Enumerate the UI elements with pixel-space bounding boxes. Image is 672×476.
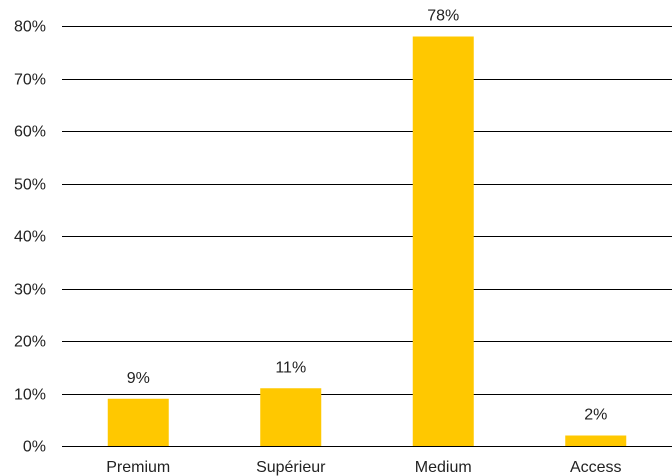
bar-premium <box>107 398 169 446</box>
data-label-medium: 78% <box>427 8 459 25</box>
y-tick-label: 10% <box>14 387 46 404</box>
y-tick-label: 50% <box>14 177 46 194</box>
bar-medium <box>412 36 474 446</box>
bar-supérieur <box>260 388 322 446</box>
category-label-premium: Premium <box>106 459 170 476</box>
category-label-access: Access <box>570 459 622 476</box>
y-tick-label: 80% <box>14 19 46 36</box>
data-label-access: 2% <box>584 407 607 424</box>
data-label-supérieur: 11% <box>275 359 306 376</box>
bar-access <box>565 435 627 446</box>
bars <box>107 36 627 446</box>
gridlines <box>62 26 672 447</box>
data-label-premium: 9% <box>127 370 150 387</box>
y-tick-label: 20% <box>14 334 46 351</box>
data-labels: 9% 11% 78% 2% <box>127 8 608 424</box>
y-tick-label: 70% <box>14 72 46 89</box>
category-label-supérieur: Supérieur <box>256 459 326 476</box>
y-axis-ticks: 0% 10% 20% 30% 40% 50% 60% 70% 80% <box>14 19 46 456</box>
category-label-medium: Medium <box>415 459 472 476</box>
y-tick-label: 60% <box>14 124 46 141</box>
y-tick-label: 40% <box>14 229 46 246</box>
y-tick-label: 30% <box>14 282 46 299</box>
category-labels: Premium Supérieur Medium Access <box>106 459 621 476</box>
y-tick-label: 0% <box>23 439 46 456</box>
